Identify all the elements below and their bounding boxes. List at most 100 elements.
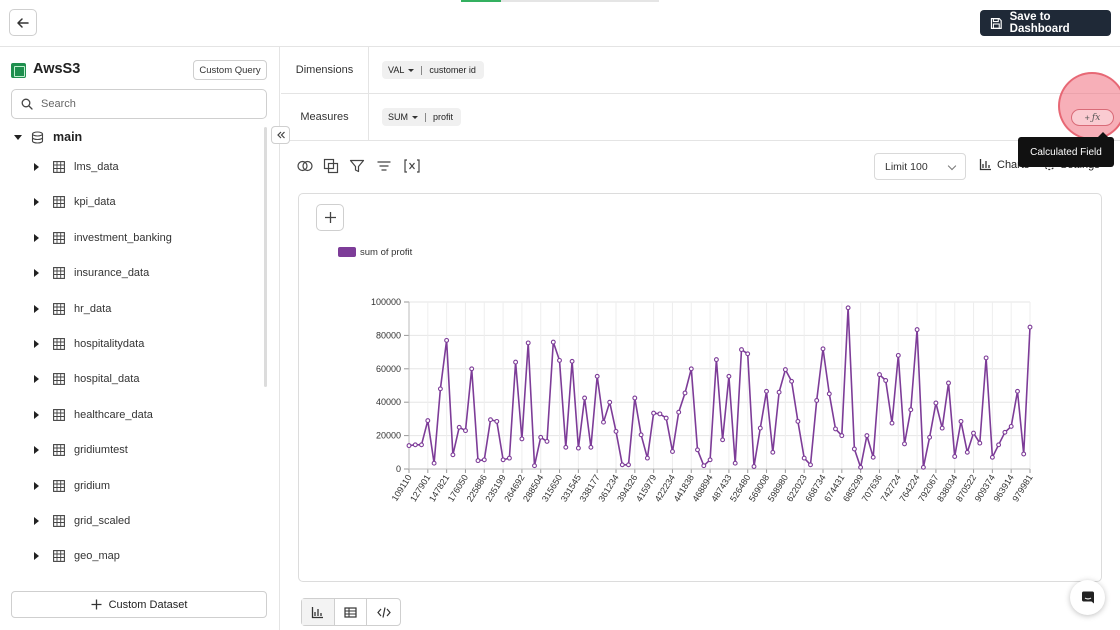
chevron-right-icon: [34, 163, 39, 171]
schema-main[interactable]: main: [14, 128, 82, 146]
data-point: [858, 464, 864, 470]
chevron-right-icon: [34, 410, 39, 419]
chevron-right-icon: [34, 198, 39, 207]
data-point: [920, 464, 926, 470]
data-point: [745, 351, 751, 357]
measure-field: profit: [433, 112, 454, 122]
table-view-button[interactable]: [335, 599, 368, 625]
data-point: [1021, 451, 1027, 457]
data-point: [782, 367, 788, 373]
dimension-field: customer id: [429, 65, 476, 75]
data-point: [814, 398, 820, 403]
chat-button[interactable]: [1070, 580, 1105, 615]
data-point: [651, 410, 657, 416]
data-point: [946, 380, 951, 386]
data-point: [682, 390, 688, 396]
table-item-gridiumtest[interactable]: gridiumtest: [34, 441, 128, 459]
table-icon: [344, 606, 357, 618]
data-point: [996, 442, 1002, 448]
join-icon[interactable]: [297, 158, 313, 174]
sort-icon[interactable]: [376, 158, 392, 174]
table-item-label: insurance_data: [74, 267, 150, 280]
line-chart: 0200004000060000800001000001091101279011…: [338, 247, 1035, 504]
custom-query-button[interactable]: Custom Query: [193, 60, 267, 80]
function-fx-icon: ƒx: [1091, 112, 1101, 123]
chat-bubble-icon: [1081, 591, 1094, 603]
back-button[interactable]: [9, 9, 37, 36]
table-item-geo-map[interactable]: geo_map: [34, 547, 120, 565]
table-item-gridium[interactable]: gridium: [34, 477, 110, 495]
loading-progress-bar: [461, 0, 659, 2]
chart-view-button[interactable]: [302, 599, 335, 625]
chevron-right-icon: [34, 269, 39, 278]
aws-s3-icon: [11, 63, 26, 78]
copy-icon[interactable]: [323, 158, 339, 174]
table-item-label: hospitalitydata: [74, 338, 145, 350]
data-point: [833, 426, 838, 432]
data-point: [776, 389, 782, 395]
table-item-kpi-data[interactable]: kpi_data: [34, 193, 116, 211]
data-point: [469, 366, 475, 372]
variable-icon[interactable]: [403, 158, 421, 174]
data-point: [688, 366, 694, 372]
measure-aggregate[interactable]: SUM: [388, 112, 408, 122]
custom-dataset-label: Custom Dataset: [108, 598, 188, 611]
limit-select[interactable]: Limit 100: [874, 153, 966, 180]
y-tick-label: 80000: [376, 330, 401, 340]
table-icon: [53, 444, 65, 457]
chart-card: 0 20000 40000 60000 80000 100000 109110 127901 1…: [298, 193, 1102, 582]
data-point: [889, 420, 895, 426]
data-point: [826, 391, 832, 397]
save-to-dashboard-button[interactable]: Save to Dashboard: [980, 10, 1111, 36]
search-box[interactable]: [11, 89, 267, 119]
data-point: [851, 446, 857, 452]
legend-label: sum of profit: [360, 247, 413, 258]
filter-icon[interactable]: [349, 158, 365, 174]
dimension-aggregate[interactable]: VAL: [388, 65, 405, 75]
data-point: [538, 434, 544, 440]
collapse-sidebar-button[interactable]: [271, 126, 290, 144]
table-item-investment-banking[interactable]: investment_banking: [34, 229, 172, 247]
data-point: [544, 438, 550, 444]
data-point: [475, 458, 481, 464]
table-item-label: lms_data: [74, 161, 119, 173]
sidebar-scrollbar[interactable]: [264, 127, 267, 387]
measure-chip[interactable]: SUM profit: [382, 108, 462, 126]
table-item-label: geo_map: [74, 550, 120, 563]
data-point: [1008, 423, 1014, 429]
data-point: [939, 425, 945, 431]
code-view-button[interactable]: [367, 599, 400, 625]
data-point: [732, 460, 738, 466]
data-point: [437, 386, 443, 392]
data-point: [588, 444, 594, 450]
table-item-grid-scaled[interactable]: grid_scaled: [34, 512, 130, 530]
table-icon: [53, 373, 65, 386]
data-point: [801, 455, 807, 461]
table-item-hospital-data[interactable]: hospital_data: [34, 370, 139, 388]
table-item-insurance-data[interactable]: insurance_data: [34, 264, 149, 282]
dimension-chip[interactable]: VAL customer id: [382, 61, 484, 79]
search-input[interactable]: [41, 98, 241, 110]
add-chart-element-button[interactable]: [316, 204, 344, 231]
table-item-hr-data[interactable]: hr_data: [34, 300, 111, 318]
table-item-healthcare-data[interactable]: healthcare_data: [34, 406, 153, 424]
table-item-hospitalitydata[interactable]: hospitalitydata: [34, 335, 144, 353]
custom-dataset-button[interactable]: Custom Dataset: [11, 591, 267, 618]
data-point: [506, 455, 512, 461]
data-point: [720, 437, 726, 443]
data-point: [839, 433, 845, 439]
floppy-disk-icon: [990, 17, 1002, 29]
table-item-label: investment_banking: [74, 231, 172, 244]
dataset-title: AwsS3: [33, 61, 81, 77]
table-item-label: healthcare_data: [74, 408, 153, 421]
calculated-field-button[interactable]: + ƒx: [1071, 109, 1114, 126]
data-point: [757, 425, 763, 431]
data-point: [412, 442, 418, 448]
table-icon: [53, 408, 65, 421]
table-icon: [53, 196, 65, 209]
data-point: [450, 452, 456, 458]
data-point: [883, 378, 889, 383]
data-point: [626, 462, 631, 468]
table-item-label: grid_scaled: [74, 515, 131, 527]
table-item-lms-data[interactable]: lms_data: [34, 158, 119, 176]
